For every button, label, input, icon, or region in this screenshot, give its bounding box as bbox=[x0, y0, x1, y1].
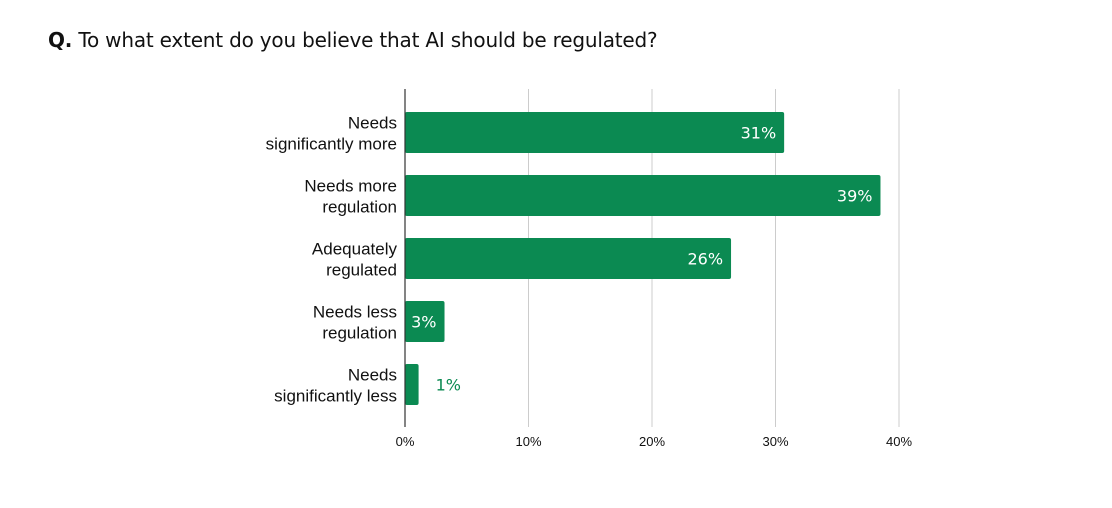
category-label: Needs more regulation bbox=[304, 177, 397, 217]
category-label: Needs less regulation bbox=[313, 303, 397, 343]
x-tick-label: 0% bbox=[396, 434, 415, 449]
x-tick-label: 10% bbox=[515, 434, 541, 449]
data-label: 26% bbox=[687, 250, 723, 269]
data-label: 1% bbox=[436, 376, 461, 395]
category-label: Adequately regulated bbox=[312, 240, 398, 280]
x-tick-label: 20% bbox=[639, 434, 665, 449]
category-label: Needs significantly more bbox=[266, 114, 397, 154]
category-label: Needs significantly less bbox=[274, 366, 397, 406]
bar bbox=[405, 238, 732, 279]
data-label: 3% bbox=[411, 313, 436, 332]
chart-title: Q. To what extent do you believe that AI… bbox=[48, 28, 658, 52]
x-tick-label: 40% bbox=[886, 434, 912, 449]
data-label: 39% bbox=[837, 187, 873, 206]
bar bbox=[405, 112, 785, 153]
bar bbox=[405, 364, 419, 405]
question-text: To what extent do you believe that AI sh… bbox=[78, 28, 658, 52]
bar bbox=[405, 301, 445, 342]
question-prefix: Q. bbox=[48, 28, 73, 52]
data-label: 31% bbox=[741, 124, 777, 143]
bar bbox=[405, 175, 881, 216]
x-tick-label: 30% bbox=[762, 434, 788, 449]
